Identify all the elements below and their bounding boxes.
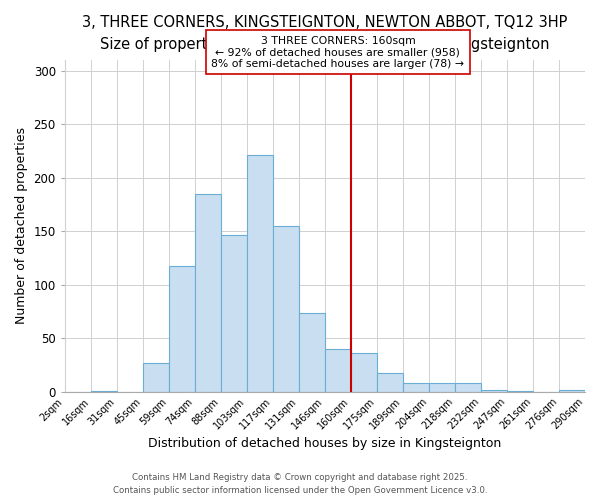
Bar xyxy=(455,383,481,392)
Bar xyxy=(247,156,273,392)
Title: 3, THREE CORNERS, KINGSTEIGNTON, NEWTON ABBOT, TQ12 3HP
Size of property relativ: 3, THREE CORNERS, KINGSTEIGNTON, NEWTON … xyxy=(82,15,568,52)
Bar xyxy=(351,353,377,392)
Text: 3 THREE CORNERS: 160sqm
← 92% of detached houses are smaller (958)
8% of semi-de: 3 THREE CORNERS: 160sqm ← 92% of detache… xyxy=(211,36,464,69)
Bar xyxy=(299,312,325,392)
Bar xyxy=(377,374,403,392)
Bar xyxy=(143,363,169,392)
Bar xyxy=(91,390,117,392)
Bar xyxy=(273,226,299,392)
Bar xyxy=(195,194,221,392)
Bar xyxy=(325,349,351,392)
Bar xyxy=(559,390,585,392)
Bar xyxy=(507,390,533,392)
Bar xyxy=(429,383,455,392)
Y-axis label: Number of detached properties: Number of detached properties xyxy=(15,128,28,324)
Bar xyxy=(221,234,247,392)
X-axis label: Distribution of detached houses by size in Kingsteignton: Distribution of detached houses by size … xyxy=(148,437,502,450)
Bar xyxy=(403,383,429,392)
Text: Contains HM Land Registry data © Crown copyright and database right 2025.
Contai: Contains HM Land Registry data © Crown c… xyxy=(113,474,487,495)
Bar xyxy=(481,390,507,392)
Bar xyxy=(169,266,195,392)
